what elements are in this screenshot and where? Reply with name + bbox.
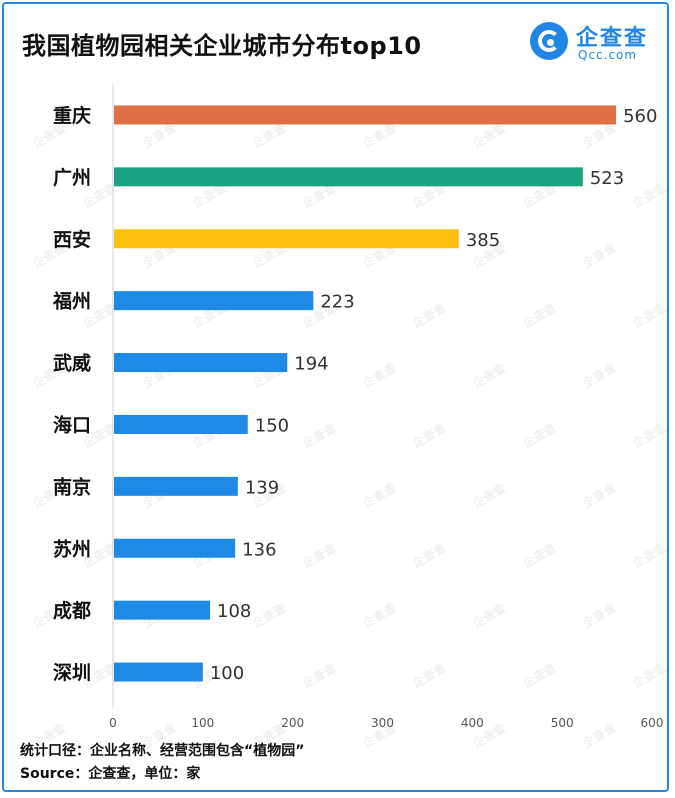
footer-source: Source：企查查，单位：家 (20, 766, 201, 782)
value-label: 385 (466, 230, 500, 251)
bar (114, 662, 203, 682)
footer-note: 统计口径：企业名称、经营范围包含“植物园” (20, 743, 305, 759)
category-label: 海口 (53, 413, 91, 436)
category-label: 深圳 (53, 661, 91, 684)
value-label: 136 (242, 539, 276, 560)
bar (114, 167, 583, 187)
value-label: 139 (245, 477, 279, 498)
value-label: 223 (320, 292, 354, 313)
logo-name: 企查查 (576, 26, 649, 51)
bar (114, 291, 314, 311)
bar (114, 600, 211, 620)
category-label: 成都 (53, 599, 91, 622)
bar (114, 538, 236, 558)
bar (114, 353, 288, 373)
x-tick-label: 600 (641, 716, 664, 730)
category-label: 南京 (53, 475, 91, 498)
bar (114, 414, 248, 434)
value-label: 150 (255, 415, 289, 436)
x-tick-label: 300 (371, 716, 394, 730)
category-label: 武威 (53, 352, 91, 375)
category-label: 西安 (53, 228, 91, 251)
value-label: 523 (590, 168, 624, 189)
x-tick-label: 0 (109, 716, 117, 730)
x-tick-label: 200 (281, 716, 304, 730)
logo-url: Qcc.com (578, 48, 638, 62)
category-label: 苏州 (53, 537, 91, 560)
chart-title: 我国植物园相关企业城市分布top10 (22, 32, 422, 60)
bar (114, 229, 459, 249)
category-label: 福州 (52, 290, 91, 313)
x-tick-label: 400 (461, 716, 484, 730)
x-tick-label: 500 (551, 716, 574, 730)
value-label: 194 (294, 354, 328, 375)
category-label: 重庆 (53, 104, 91, 127)
category-label: 广州 (53, 166, 91, 189)
value-label: 108 (217, 601, 251, 622)
x-tick-label: 100 (191, 716, 214, 730)
value-label: 560 (623, 106, 657, 127)
qcc-logo: 企查查 Qcc.com (528, 20, 658, 68)
qcc-logo-icon (530, 22, 568, 60)
bar (114, 105, 617, 125)
value-label: 100 (210, 663, 244, 684)
bar (114, 476, 238, 496)
